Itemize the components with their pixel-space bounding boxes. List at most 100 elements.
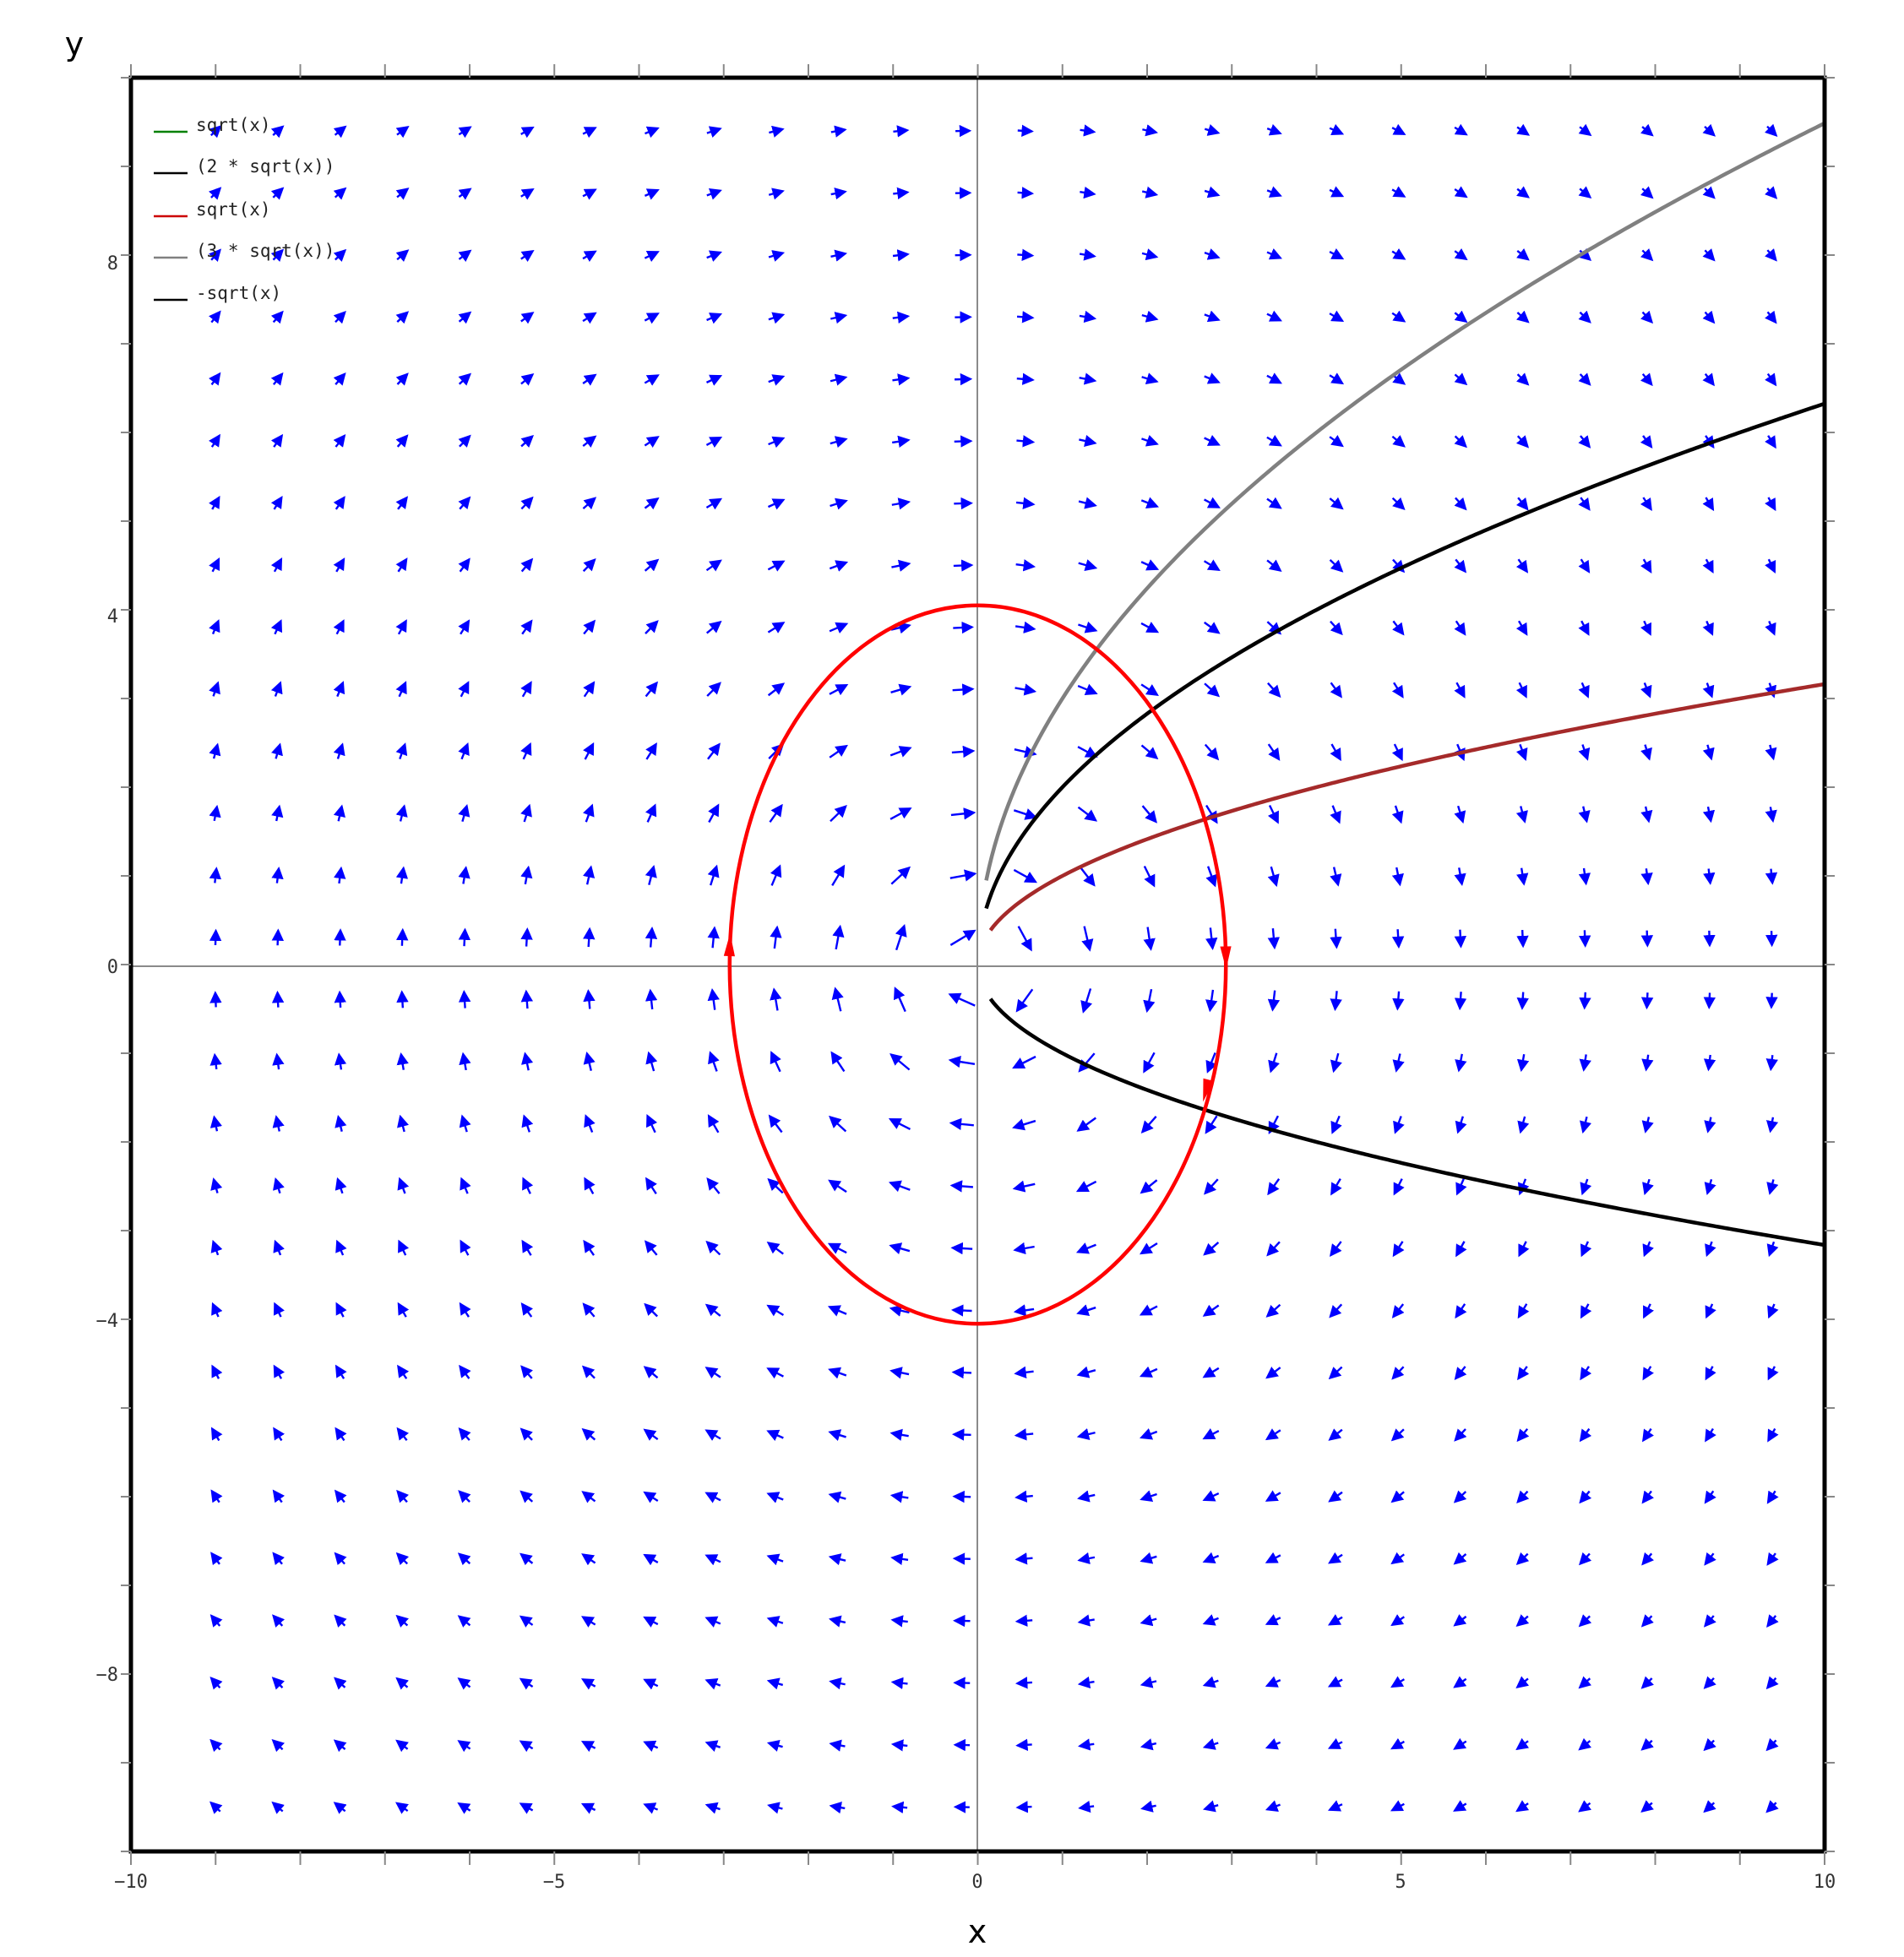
- vector-arrow: [526, 992, 528, 1008]
- vector-arrow: [399, 621, 406, 634]
- vector-arrow: [521, 1679, 533, 1687]
- vector-arrow: [275, 559, 281, 572]
- vector-arrow: [522, 559, 532, 571]
- vector-arrow: [1017, 378, 1033, 380]
- vector-arrow: [1392, 313, 1404, 322]
- vector-arrow: [1078, 1307, 1096, 1313]
- vector-arrow: [521, 189, 533, 197]
- vector-arrow: [1768, 312, 1776, 322]
- vector-arrow: [707, 1556, 721, 1563]
- vector-arrow: [830, 1370, 846, 1376]
- vector-arrow: [398, 1492, 407, 1503]
- vector-arrow: [1642, 1741, 1652, 1749]
- vector-arrow: [1708, 1117, 1711, 1132]
- vector-arrow: [771, 1052, 780, 1071]
- vector-arrow: [1016, 441, 1032, 443]
- vector-arrow: [1771, 931, 1772, 945]
- vector-arrow: [1517, 251, 1528, 259]
- vector-arrow: [1267, 1492, 1281, 1500]
- vector-arrow: [1142, 1619, 1156, 1623]
- vector-arrow: [1393, 1429, 1404, 1439]
- vector-arrow: [645, 1304, 657, 1316]
- vector-arrow: [707, 253, 721, 258]
- vector-arrow: [1522, 930, 1523, 946]
- vector-arrow: [1267, 128, 1280, 133]
- vector-arrow: [769, 438, 784, 444]
- vector-arrow: [1768, 436, 1775, 447]
- vector-arrow: [1016, 1433, 1033, 1435]
- vector-arrow: [830, 1432, 846, 1438]
- vector-arrow: [645, 313, 657, 320]
- vector-arrow: [1709, 931, 1710, 945]
- y-tick-label: −8: [96, 1665, 119, 1686]
- vector-arrow: [893, 193, 907, 194]
- vector-arrow: [1518, 1492, 1528, 1503]
- vector-arrow: [645, 375, 657, 383]
- y-tick-labels: 8 4 0 −4 −8: [96, 253, 119, 1686]
- vector-arrow: [274, 436, 281, 447]
- vector-arrow: [709, 1116, 718, 1133]
- vector-arrow: [1273, 991, 1276, 1010]
- vector-arrow: [1455, 251, 1466, 259]
- vector-arrow: [1142, 1806, 1156, 1808]
- vector-arrow: [645, 190, 657, 196]
- vector-arrow: [1330, 1742, 1342, 1748]
- vector-arrow: [459, 1679, 470, 1688]
- vector-arrow: [1707, 1242, 1712, 1255]
- vector-arrow: [1205, 1179, 1218, 1193]
- vector-arrow: [1520, 1117, 1525, 1132]
- vector-arrow: [397, 251, 407, 259]
- vector-arrow: [1647, 992, 1648, 1008]
- vector-arrow: [275, 497, 282, 509]
- vector-arrow: [836, 927, 840, 949]
- vector-arrow: [1142, 315, 1156, 319]
- vector-arrow: [831, 1682, 846, 1684]
- y-tick-label: 4: [107, 606, 118, 628]
- vector-arrow: [832, 1053, 845, 1072]
- vector-arrow: [1767, 127, 1776, 136]
- vector-arrow: [1706, 559, 1713, 572]
- vector-arrow: [1706, 621, 1712, 633]
- vector-arrow: [950, 931, 974, 945]
- vector-arrow: [459, 251, 470, 259]
- vector-arrow: [521, 498, 532, 509]
- vector-arrow: [1456, 682, 1464, 697]
- vector-arrow: [1705, 1616, 1714, 1626]
- vector-arrow: [276, 807, 279, 821]
- vector-arrow: [460, 621, 469, 634]
- vector-arrow: [1580, 1741, 1590, 1749]
- vector-arrow: [1645, 745, 1649, 759]
- vector-arrow: [1392, 252, 1404, 259]
- vector-arrow: [274, 1616, 283, 1626]
- vector-arrow: [769, 315, 783, 320]
- vector-arrow: [954, 503, 971, 504]
- vector-arrow: [1705, 1491, 1713, 1502]
- vector-arrow: [1017, 1620, 1032, 1621]
- vector-arrow: [1767, 1740, 1776, 1749]
- vector-arrow: [1079, 439, 1095, 443]
- vector-arrow: [336, 1367, 344, 1379]
- vector-arrow: [1518, 1367, 1526, 1378]
- vector-arrow: [586, 1116, 593, 1132]
- vector-arrow: [335, 436, 344, 447]
- vector-arrow: [1706, 1367, 1713, 1379]
- vector-arrow: [893, 1620, 908, 1622]
- vector-arrow: [1018, 131, 1032, 132]
- vector-arrow: [1205, 1556, 1219, 1562]
- vector-arrow: [1581, 1304, 1588, 1317]
- vector-arrow: [1330, 1492, 1342, 1501]
- vector-arrow: [707, 1618, 721, 1624]
- vector-arrow: [1705, 1553, 1714, 1564]
- vector-arrow: [1330, 1680, 1342, 1687]
- vector-arrow: [523, 1242, 531, 1255]
- legend-label: -sqrt(x): [196, 283, 281, 303]
- vector-arrow: [274, 1429, 281, 1441]
- vector-arrow: [1144, 1052, 1154, 1071]
- vector-arrow: [1017, 989, 1032, 1010]
- vector-arrow: [1142, 745, 1157, 758]
- vector-arrow: [213, 559, 219, 572]
- vector-arrow: [1141, 1180, 1156, 1193]
- vector-arrow: [1767, 1678, 1776, 1688]
- vector-arrow: [275, 621, 280, 633]
